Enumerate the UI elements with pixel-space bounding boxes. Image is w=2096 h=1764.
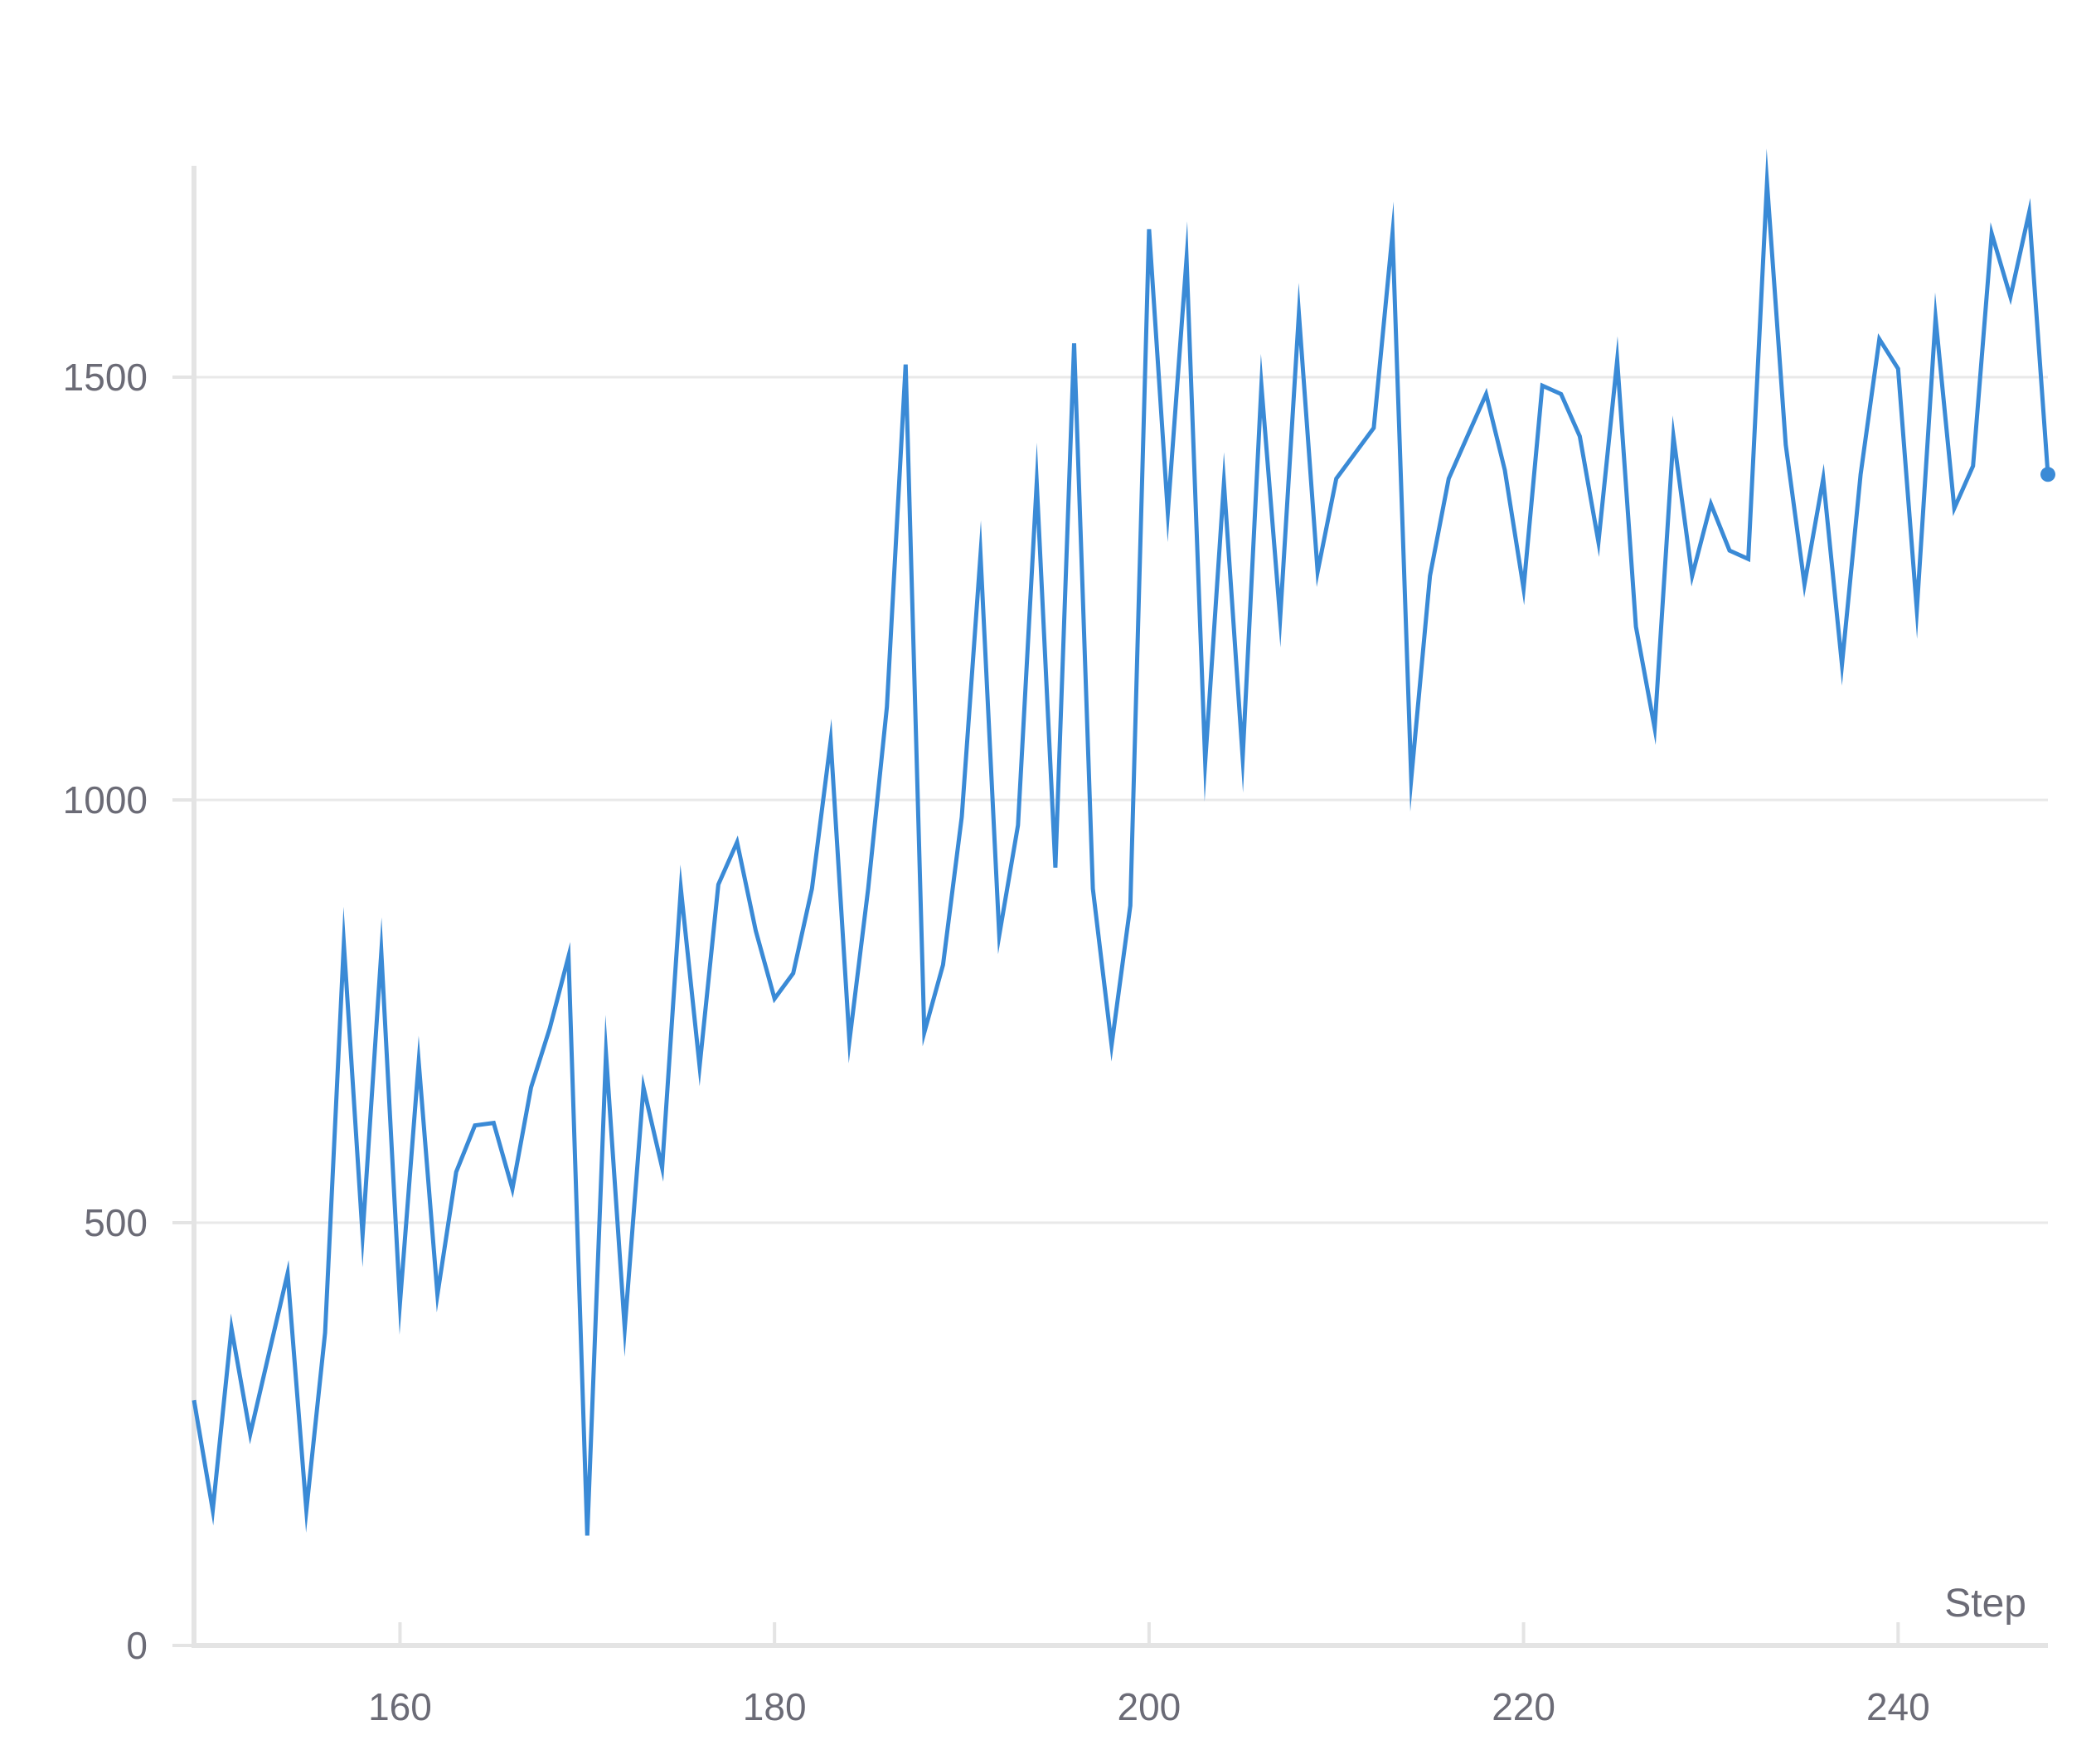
- x-axis-title: Step: [1944, 1582, 2026, 1626]
- x-tick-label: 200: [1118, 1685, 1181, 1728]
- x-tick-label: 220: [1492, 1685, 1555, 1728]
- gridlines: [194, 376, 2048, 1224]
- y-tick-label: 1500: [63, 356, 148, 399]
- series-line: [192, 148, 2050, 1536]
- y-tick-label: 500: [84, 1201, 148, 1244]
- y-tick-label: 1000: [63, 778, 148, 821]
- x-tick-label: 240: [1866, 1685, 1930, 1728]
- x-axis-ticks: 160 180 200 220 240: [368, 1622, 1930, 1728]
- y-tick-label: 0: [126, 1624, 148, 1667]
- x-tick-label: 180: [743, 1685, 807, 1728]
- last-data-point: [2040, 467, 2055, 482]
- x-tick-label: 160: [368, 1685, 432, 1728]
- y-axis-ticks: 0 500 1000 1500: [63, 356, 194, 1667]
